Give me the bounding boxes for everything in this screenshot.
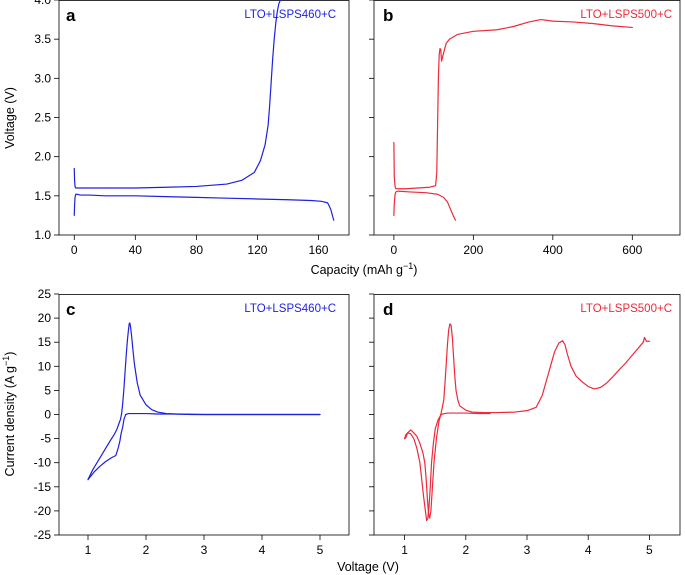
panel-b-series-1 (393, 18, 633, 190)
y-tick-label: -20 (34, 504, 52, 518)
y-tick-label: -15 (34, 480, 52, 494)
y-tick-label: 4.0 (34, 0, 51, 7)
y-tick-label: 10 (38, 359, 52, 373)
x-tick-label: 40 (129, 243, 143, 257)
y-tick-label: 5 (44, 383, 51, 397)
panel-b-legend: LTO+LSPS500+C (580, 9, 672, 21)
panel-c-series-2 (87, 412, 321, 481)
panel-b: 0 200 400 600 LTO+LSPS500+C b (369, 0, 681, 257)
panel-b-frame (373, 0, 681, 236)
x-tick-label: 80 (190, 243, 204, 257)
x-tick-label: 5 (646, 543, 653, 557)
x-tick-label: 4 (259, 543, 266, 557)
panel-c-legend: LTO+LSPS460+C (244, 303, 336, 315)
y-tick-label: 3.5 (34, 32, 51, 46)
x-tick-label: 160 (308, 243, 328, 257)
x-tick-label: 4 (585, 543, 592, 557)
x-tick-label: 0 (71, 243, 78, 257)
x-tick-label: 600 (622, 243, 642, 257)
x-tick-label: 120 (247, 243, 267, 257)
y-tick-label: 2.0 (34, 150, 51, 164)
y-tick-label: -5 (40, 432, 51, 446)
panel-d-series-2 (404, 412, 491, 522)
y-tick-label: 0 (44, 408, 51, 422)
panel-d-series-1 (404, 323, 650, 519)
panel-a-letter: a (66, 6, 76, 25)
x-tick-label: 5 (317, 543, 324, 557)
x-tick-label: 3 (201, 543, 208, 557)
panel-a-series-2 (73, 193, 335, 221)
y-tick-label: -25 (34, 528, 52, 542)
x-tick-label: 400 (543, 243, 563, 257)
x-tick-label: 1 (401, 543, 408, 557)
panel-b-letter: b (383, 6, 393, 25)
panel-b-series-2 (393, 190, 457, 221)
y-tick-label: 1.5 (34, 189, 51, 203)
y-tick-label: 3.0 (34, 71, 51, 85)
panel-a-legend: LTO+LSPS460+C (244, 9, 336, 21)
panel-c: 1 2 3 4 5 -25 -20 -15 -10 -5 0 5 10 15 20 25 LTO+LSPS460… (34, 287, 350, 557)
panel-a: 0 40 80 120 160 1.0 1.5 2.0 2.5 3.0 3.5 4.0 LTO+LSPS… (34, 0, 350, 257)
x-tick-label: 2 (462, 543, 469, 557)
x-tick-label: 2 (143, 543, 150, 557)
top-x-axis-label: Capacity (mAh g−1) (311, 261, 418, 277)
x-tick-label: 3 (524, 543, 531, 557)
y-tick-label: 2.5 (34, 111, 51, 125)
panel-d: 1 2 3 4 5 LTO+LSPS500+C d (369, 293, 681, 557)
y-tick-label: 1.0 (34, 228, 51, 242)
x-tick-label: 1 (85, 543, 92, 557)
panel-c-letter: c (66, 300, 75, 319)
panel-d-letter: d (383, 300, 393, 319)
panel-a-series-1 (73, 0, 282, 189)
panel-c-series-1 (87, 322, 321, 481)
top-y-axis-label: Voltage (V) (3, 87, 17, 149)
y-tick-label: 20 (38, 311, 52, 325)
bottom-y-axis-label: Current density (A g−1) (1, 352, 17, 477)
y-tick-label: 25 (38, 287, 52, 301)
y-tick-label: 15 (38, 335, 52, 349)
y-tick-label: -10 (34, 456, 52, 470)
x-tick-label: 0 (391, 243, 398, 257)
x-tick-label: 200 (463, 243, 483, 257)
panel-d-frame (373, 294, 681, 536)
panel-d-legend: LTO+LSPS500+C (580, 303, 672, 315)
bottom-x-axis-label: Voltage (V) (337, 560, 399, 574)
